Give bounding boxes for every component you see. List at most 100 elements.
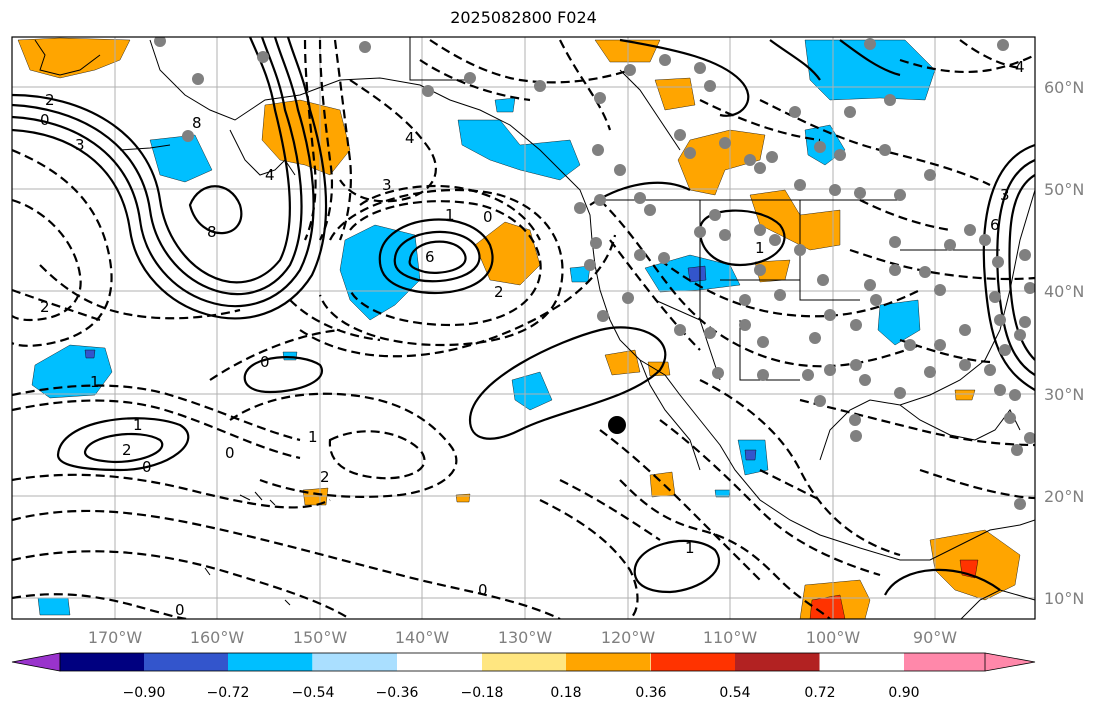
contour-label: 1 <box>133 416 143 434</box>
colorbar-segment <box>313 653 398 671</box>
contour-label: 3 <box>1000 186 1010 204</box>
colorbar-label: −0.18 <box>461 685 504 701</box>
blue-area <box>282 351 298 361</box>
blue-area <box>457 119 581 181</box>
colorbar-labels: −0.90 −0.72 −0.54 −0.36 −0.18 0.18 0.36 … <box>123 685 920 701</box>
purple-area <box>744 449 757 461</box>
purple-area <box>84 349 96 359</box>
purple-area <box>687 265 707 283</box>
blue-area <box>714 489 731 498</box>
colorbar-label: 0.36 <box>635 685 666 701</box>
contour-label: 1 <box>685 539 695 557</box>
contour-label: 2 <box>45 91 55 109</box>
colorbar-segment <box>735 653 820 671</box>
lat-label: 60°N <box>1044 78 1084 97</box>
colorbar-extend-low <box>11 652 61 672</box>
orange-area <box>17 37 131 79</box>
contour-label: 1 <box>308 428 318 446</box>
contour-label: 2 <box>40 298 50 316</box>
lon-label: 120°W <box>601 628 656 647</box>
lon-label: 160°W <box>190 628 245 647</box>
colorbar-segment <box>651 653 736 671</box>
contour-label: 6 <box>425 248 435 266</box>
blue-area <box>511 371 553 411</box>
orange-area <box>954 389 976 401</box>
contour-label: 2 <box>494 283 504 301</box>
lon-label: 170°W <box>88 628 143 647</box>
colorbar-label: 0.90 <box>888 685 919 701</box>
orange-area <box>604 349 641 376</box>
colorbar-segment <box>228 653 313 671</box>
lat-label: 20°N <box>1044 487 1084 506</box>
contour-label: 1 <box>755 239 765 257</box>
contour-label: 2 <box>320 468 330 486</box>
contour-label: 4 <box>265 166 275 184</box>
colorbar-segment <box>144 653 229 671</box>
red-area <box>809 594 846 619</box>
colorbar-label: −0.54 <box>292 685 335 701</box>
contour-label: 0 <box>478 581 488 599</box>
contour-label: 3 <box>382 176 392 194</box>
contour-label: 0 <box>225 444 235 462</box>
blue-area <box>31 344 113 399</box>
map-title: 2025082800 F024 <box>450 8 597 27</box>
lon-label: 140°W <box>395 628 450 647</box>
contour-label: 2 <box>122 441 132 459</box>
colorbar-label: −0.90 <box>123 685 166 701</box>
colorbar-label: −0.72 <box>207 685 250 701</box>
lon-label: 90°W <box>913 628 957 647</box>
contour-label: 1 <box>90 373 100 391</box>
blue-area <box>339 224 421 321</box>
lon-label: 150°W <box>293 628 348 647</box>
colorbar-segment <box>60 653 145 671</box>
shading-layer <box>17 37 1021 619</box>
contour-label: 4 <box>405 129 415 147</box>
map-frame <box>11 36 1036 620</box>
blue-area <box>804 39 936 101</box>
blue-area <box>877 299 921 346</box>
contour-label: 0 <box>40 111 50 129</box>
contour-label: 0 <box>175 601 185 619</box>
target-point-marker <box>608 416 626 434</box>
contour-value-labels: 8 8 4 2 0 3 2 4 3 6 1 0 2 1 1 2 0 1 0 0 … <box>40 58 1025 619</box>
contour-label: 6 <box>990 216 1000 234</box>
contour-label: 0 <box>483 208 493 226</box>
colorbar: −0.90 −0.72 −0.54 −0.36 −0.18 0.18 0.36 … <box>11 652 1036 701</box>
contour-label: 3 <box>75 136 85 154</box>
longitude-labels: 170°W 160°W 150°W 140°W 130°W 120°W 110°… <box>88 628 957 647</box>
orange-area <box>749 189 841 251</box>
contour-label: 1 <box>445 206 455 224</box>
lon-label: 130°W <box>498 628 553 647</box>
orange-area <box>654 77 696 111</box>
colorbar-segment <box>566 653 651 671</box>
contour-label: 8 <box>207 223 217 241</box>
lat-label: 40°N <box>1044 282 1084 301</box>
colorbar-label: −0.36 <box>376 685 419 701</box>
graticule <box>12 37 1035 619</box>
colorbar-segment <box>482 653 567 671</box>
contour-label: 8 <box>192 114 202 132</box>
colorbar-label: 0.72 <box>804 685 835 701</box>
lon-label: 100°W <box>806 628 861 647</box>
colorbar-label: 0.18 <box>550 685 581 701</box>
station-markers <box>154 37 1035 510</box>
orange-area <box>455 493 471 503</box>
contour-lines <box>12 37 1035 596</box>
latitude-labels: 60°N 50°N 40°N 30°N 20°N 10°N <box>1044 78 1084 608</box>
orange-area <box>647 361 671 377</box>
lat-label: 30°N <box>1044 385 1084 404</box>
map-content: 8 8 4 2 0 3 2 4 3 6 1 0 2 1 1 2 0 1 0 0 … <box>12 37 1035 619</box>
blue-area <box>37 597 71 616</box>
contour-label: 4 <box>1015 58 1025 76</box>
colorbar-extend-high <box>904 653 1035 671</box>
orange-area <box>677 129 766 196</box>
lat-label: 10°N <box>1044 589 1084 608</box>
lon-label: 110°W <box>703 628 758 647</box>
lat-label: 50°N <box>1044 180 1084 199</box>
blue-area <box>494 97 516 113</box>
colorbar-segment <box>397 653 482 671</box>
contour-label: 0 <box>142 458 152 476</box>
contour-label: 0 <box>260 353 270 371</box>
colorbar-label: 0.54 <box>719 685 750 701</box>
